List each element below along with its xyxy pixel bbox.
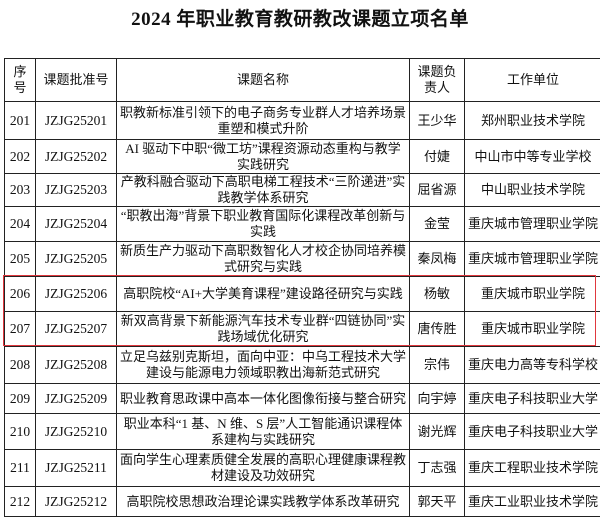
table-row: 212 JZJG25212 高职院校思想政治理论课实践教学体系改革研究 郭天平 重庆工业… [4, 486, 600, 517]
row-code: JZJG25204 [35, 206, 117, 242]
row-name: 新质生产力驱动下高职数智化人才校企协同培养模式研究与实践 [116, 241, 410, 277]
row-name: 职教新标准引领下的电子商务专业群人才培养场景重塑和模式升阶 [116, 101, 410, 140]
row-unit: 重庆电力高等专科学校 [464, 346, 600, 384]
row-lead: 杨敏 [409, 276, 465, 312]
row-lead: 王少华 [409, 101, 465, 140]
header-no: 序号 [4, 58, 36, 102]
table-row: 211 JZJG25211 面向学生心理素质健全发展的高职心理健康课程教材建设及功效… [4, 449, 600, 487]
table-row: 206 JZJG25206 高职院校“AI+大学美育课程”建设路径研究与实践 杨敏 重庆… [4, 276, 600, 312]
row-code: JZJG25209 [35, 383, 117, 414]
header-lead: 课题负责人 [409, 58, 465, 102]
header-unit: 工作单位 [464, 58, 600, 102]
row-name: 高职院校“AI+大学美育课程”建设路径研究与实践 [116, 276, 410, 312]
row-unit: 中山市中等专业学校 [464, 139, 600, 174]
row-unit: 重庆城市管理职业学院 [464, 206, 600, 242]
row-code: JZJG25205 [35, 241, 117, 277]
table-row: 207 JZJG25207 新双高背景下新能源汽车技术专业群“四链协同”实践场域优化… [4, 311, 600, 347]
row-no: 205 [4, 241, 36, 277]
row-lead: 丁志强 [409, 449, 465, 487]
header-code: 课题批准号 [35, 58, 117, 102]
page-title: 2024 年职业教育教研教改课题立项名单 [131, 9, 469, 30]
row-code: JZJG25210 [35, 413, 117, 450]
row-lead: 谢光辉 [409, 413, 465, 450]
row-lead: 金莹 [409, 206, 465, 242]
row-no: 203 [4, 173, 36, 207]
row-code: JZJG25202 [35, 139, 117, 174]
row-code: JZJG25211 [35, 449, 117, 487]
row-name: 职业本科“1 基、N 维、S 层”人工智能通识课程体系建构与实践研究 [116, 413, 410, 450]
row-name: 高职院校思想政治理论课实践教学体系改革研究 [116, 486, 410, 517]
row-lead: 郭天平 [409, 486, 465, 517]
row-lead: 秦凤梅 [409, 241, 465, 277]
table-row: 204 JZJG25204 “职教出海”背景下职业教育国际化课程改革创新与实践 金莹重… [4, 206, 600, 242]
row-no: 207 [4, 311, 36, 347]
row-code: JZJG25212 [35, 486, 117, 517]
project-table: 序号 课题批准号 课题名称 课题负责人 工作单位 201 JZJG25201 职教新… [4, 58, 600, 517]
row-no: 201 [4, 101, 36, 140]
row-name: 新双高背景下新能源汽车技术专业群“四链协同”实践场域优化研究 [116, 311, 410, 347]
row-name: 面向学生心理素质健全发展的高职心理健康课程教材建设及功效研究 [116, 449, 410, 487]
row-no: 210 [4, 413, 36, 450]
row-no: 204 [4, 206, 36, 242]
row-unit: 重庆城市管理职业学院 [464, 241, 600, 277]
row-lead: 屈省源 [409, 173, 465, 207]
row-unit: 郑州职业技术学院 [464, 101, 600, 140]
row-name: 立足乌兹别克斯坦，面向中亚：中乌工程技术大学建设与能源电力领域职教出海新范式研究 [116, 346, 410, 384]
row-unit: 重庆城市职业学院 [464, 276, 600, 312]
table-row: 208 JZJG25208 立足乌兹别克斯坦，面向中亚：中乌工程技术大学建设与能源电… [4, 346, 600, 384]
row-name: AI 驱动下中职“微工坊”课程资源动态重构与教学实践研究 [116, 139, 410, 174]
row-no: 209 [4, 383, 36, 414]
row-unit: 重庆工程职业技术学院 [464, 449, 600, 487]
table-row: 210 JZJG25210 职业本科“1 基、N 维、S 层”人工智能通识课程体系建… [4, 413, 600, 450]
row-code: JZJG25203 [35, 173, 117, 207]
row-code: JZJG25201 [35, 101, 117, 140]
row-unit: 重庆工业职业技术学院 [464, 486, 600, 517]
table-row: 209 JZJG25209 职业教育思政课中高本一体化图像衔接与整合研究 向宇婷 重庆电… [4, 383, 600, 414]
row-code: JZJG25208 [35, 346, 117, 384]
row-unit: 重庆城市职业学院 [464, 311, 600, 347]
row-unit: 中山职业技术学院 [464, 173, 600, 207]
row-no: 212 [4, 486, 36, 517]
header-name: 课题名称 [116, 58, 410, 102]
table-row: 202 JZJG25202 AI 驱动下中职“微工坊”课程资源动态重构与教学实践研究… [4, 139, 600, 174]
row-no: 206 [4, 276, 36, 312]
row-code: JZJG25207 [35, 311, 117, 347]
table-row: 203 JZJG25203 产教科融合驱动下高职电梯工程技术“三阶递进”实践教学体系… [4, 173, 600, 207]
table-row: 201 JZJG25201 职教新标准引领下的电子商务专业群人才培养场景重塑和模式升… [4, 101, 600, 140]
row-name: “职教出海”背景下职业教育国际化课程改革创新与实践 [116, 206, 410, 242]
table-row: 205 JZJG25205 新质生产力驱动下高职数智化人才校企协同培养模式研究与实践… [4, 241, 600, 277]
row-name: 产教科融合驱动下高职电梯工程技术“三阶递进”实践教学体系研究 [116, 173, 410, 207]
row-lead: 向宇婷 [409, 383, 465, 414]
row-unit: 重庆电子科技职业大学 [464, 413, 600, 450]
row-code: JZJG25206 [35, 276, 117, 312]
row-name: 职业教育思政课中高本一体化图像衔接与整合研究 [116, 383, 410, 414]
row-lead: 唐传胜 [409, 311, 465, 347]
row-lead: 宗伟 [409, 346, 465, 384]
row-unit: 重庆电子科技职业大学 [464, 383, 600, 414]
row-lead: 付婕 [409, 139, 465, 174]
row-no: 208 [4, 346, 36, 384]
row-no: 202 [4, 139, 36, 174]
row-no: 211 [4, 449, 36, 487]
table-header-row: 序号 课题批准号 课题名称 课题负责人 工作单位 [4, 58, 600, 102]
